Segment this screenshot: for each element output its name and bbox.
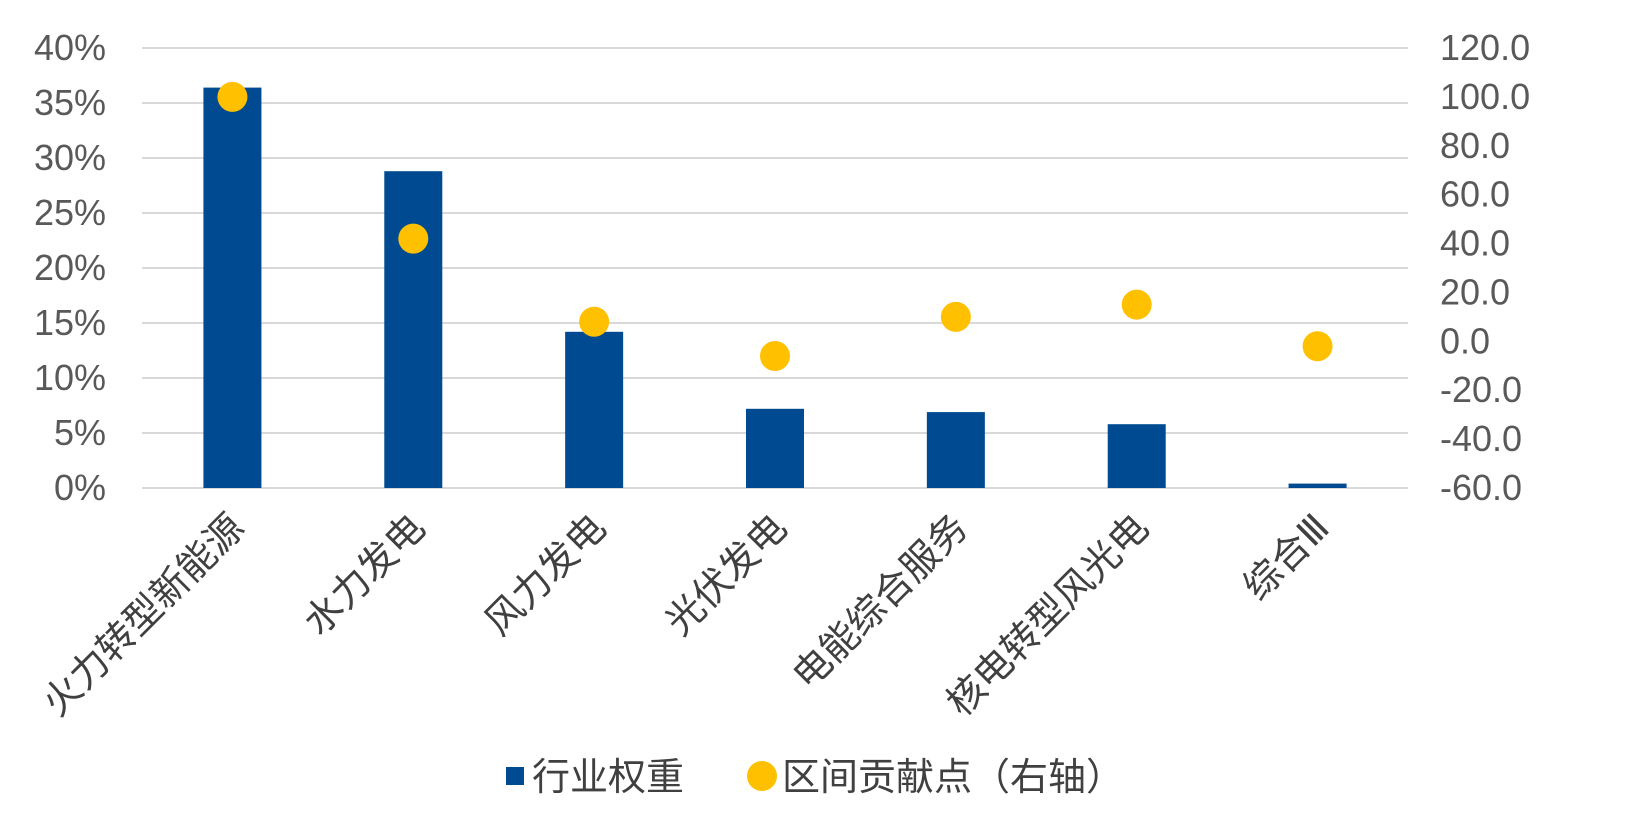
left-axis-ticks: 0% 5% 10% 15% 20% 25% 30% 35% 40% xyxy=(34,27,106,508)
data-point xyxy=(1121,289,1152,320)
legend-point-swatch xyxy=(747,761,777,791)
legend-bar-swatch xyxy=(506,767,524,785)
legend-bar-label: 行业权重 xyxy=(532,755,684,799)
category-label: 风力发电 xyxy=(476,505,615,644)
left-tick-label: 35% xyxy=(34,82,106,123)
left-tick-label: 5% xyxy=(54,412,106,453)
bar xyxy=(1107,424,1166,488)
legend-point-label: 区间贡献点（右轴） xyxy=(782,755,1124,799)
data-point xyxy=(398,223,429,254)
bar xyxy=(1288,483,1347,488)
left-tick-label: 10% xyxy=(34,357,106,398)
right-tick-label: -60.0 xyxy=(1440,467,1522,508)
right-tick-label: 40.0 xyxy=(1440,223,1510,264)
category-label: 电能综合服务 xyxy=(784,505,976,697)
data-point xyxy=(1302,331,1333,362)
data-point xyxy=(940,301,971,332)
left-tick-label: 40% xyxy=(34,27,106,68)
left-tick-label: 30% xyxy=(34,137,106,178)
gridlines xyxy=(142,47,1408,489)
bar xyxy=(926,412,985,488)
left-tick-label: 25% xyxy=(34,192,106,233)
scatter-series xyxy=(217,81,1333,371)
right-tick-label: 20.0 xyxy=(1440,271,1510,312)
right-tick-label: -20.0 xyxy=(1440,369,1522,410)
category-label: 火力转型新能源 xyxy=(34,505,253,724)
bar xyxy=(565,331,624,488)
left-tick-label: 20% xyxy=(34,247,106,288)
data-point xyxy=(760,341,790,371)
category-label: 水力发电 xyxy=(295,505,434,644)
right-tick-label: 80.0 xyxy=(1440,125,1510,166)
data-point xyxy=(579,306,610,337)
bar xyxy=(203,87,262,488)
bar-series xyxy=(203,87,1347,488)
right-tick-label: -40.0 xyxy=(1440,418,1522,459)
right-tick-label: 100.0 xyxy=(1440,76,1530,117)
category-label: 综合Ⅲ xyxy=(1235,505,1338,608)
legend: 行业权重 区间贡献点（右轴） xyxy=(506,755,1124,799)
right-tick-label: 60.0 xyxy=(1440,174,1510,215)
bar xyxy=(746,408,804,488)
category-label: 光伏发电 xyxy=(657,505,796,644)
left-tick-label: 0% xyxy=(54,467,106,508)
right-axis-ticks: -60.0 -40.0 -20.0 0.0 20.0 40.0 60.0 80.0 100.0 1… xyxy=(1440,27,1530,508)
bar xyxy=(384,171,443,488)
data-point xyxy=(217,81,248,112)
left-tick-label: 15% xyxy=(34,302,106,343)
right-tick-label: 120.0 xyxy=(1440,27,1530,68)
right-tick-label: 0.0 xyxy=(1440,320,1490,361)
